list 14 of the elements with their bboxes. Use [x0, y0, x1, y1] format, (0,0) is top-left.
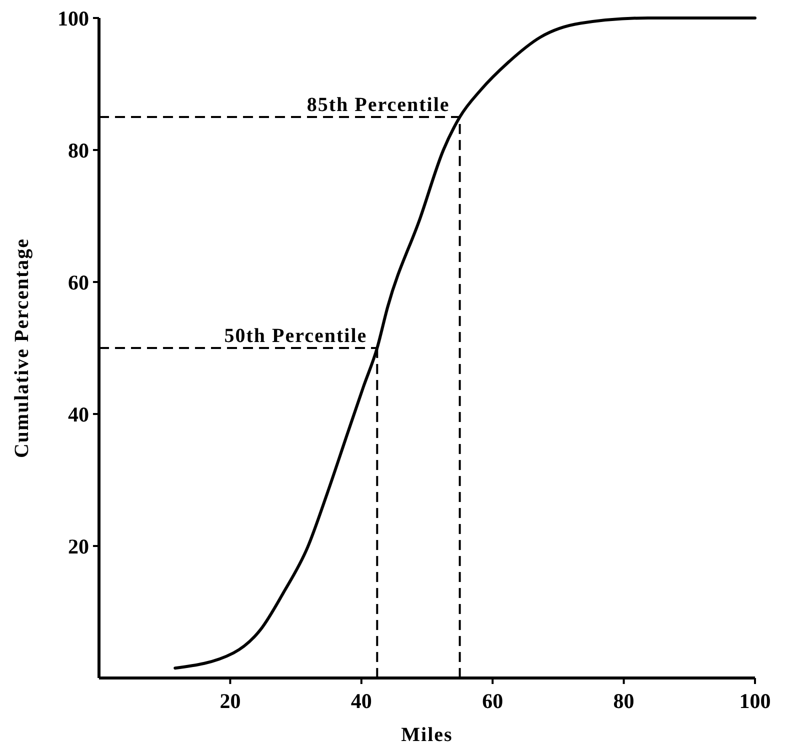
x-tick-label: 60 — [482, 689, 504, 713]
y-tick-label: 80 — [68, 138, 89, 162]
x-tick-label: 80 — [613, 689, 634, 713]
ref-line-label: 85th Percentile — [306, 94, 450, 116]
ref-line-label: 50th Percentile — [224, 325, 368, 347]
x-axis-title: Miles — [401, 724, 453, 746]
y-tick-label: 40 — [68, 402, 89, 426]
y-axis-title: Cumulative Percentage — [11, 238, 33, 458]
y-tick-label: 60 — [68, 270, 89, 294]
x-tick-label: 100 — [739, 689, 771, 713]
x-tick-label: 20 — [220, 689, 241, 713]
x-tick-label: 40 — [350, 689, 372, 713]
y-tick-label: 100 — [58, 6, 89, 30]
y-tick-label: 20 — [68, 534, 89, 558]
